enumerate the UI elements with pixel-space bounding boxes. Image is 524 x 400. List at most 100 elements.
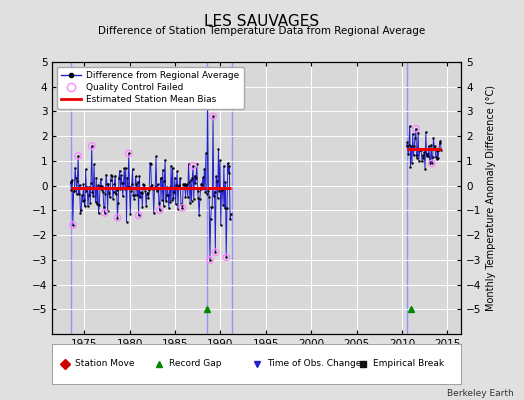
Point bbox=[428, 160, 436, 166]
Point bbox=[99, 189, 107, 195]
Point bbox=[419, 152, 427, 158]
Point bbox=[180, 182, 188, 188]
Point bbox=[405, 142, 413, 148]
Point bbox=[91, 198, 100, 205]
Point bbox=[105, 190, 113, 196]
Point bbox=[175, 182, 183, 188]
Point bbox=[430, 144, 439, 150]
Point bbox=[154, 181, 162, 188]
Point bbox=[75, 182, 84, 188]
Point bbox=[195, 212, 203, 218]
Point bbox=[429, 154, 437, 160]
Point bbox=[141, 188, 150, 194]
Point bbox=[424, 153, 432, 159]
Point bbox=[104, 181, 113, 187]
Point bbox=[106, 194, 114, 200]
Point bbox=[414, 129, 422, 136]
Point bbox=[159, 203, 168, 209]
Point bbox=[113, 214, 122, 221]
Point bbox=[149, 186, 157, 192]
Point bbox=[98, 186, 106, 193]
Point bbox=[411, 134, 419, 141]
Point bbox=[177, 201, 185, 207]
Point bbox=[200, 166, 209, 173]
Point bbox=[130, 195, 138, 202]
Point bbox=[129, 192, 137, 198]
Point bbox=[108, 196, 117, 202]
Point bbox=[67, 178, 75, 185]
Text: LES SAUVAGES: LES SAUVAGES bbox=[204, 14, 320, 29]
Point bbox=[220, 163, 228, 169]
Point bbox=[211, 249, 220, 256]
Point bbox=[157, 175, 166, 181]
Point bbox=[168, 165, 177, 171]
Point bbox=[174, 182, 183, 189]
Point bbox=[166, 198, 174, 205]
Point bbox=[412, 126, 420, 132]
Point bbox=[113, 187, 121, 194]
Point bbox=[161, 157, 169, 163]
Point bbox=[159, 167, 167, 173]
Point bbox=[189, 163, 197, 169]
Point bbox=[431, 143, 439, 149]
Point bbox=[111, 172, 119, 179]
Point bbox=[433, 147, 442, 154]
Point bbox=[154, 185, 162, 192]
Point bbox=[176, 175, 184, 181]
Point bbox=[91, 185, 99, 192]
Point bbox=[82, 188, 91, 194]
Point bbox=[206, 257, 214, 263]
Point bbox=[72, 191, 81, 197]
Point bbox=[188, 175, 196, 181]
Point bbox=[181, 194, 190, 200]
Point bbox=[89, 193, 97, 199]
Point bbox=[80, 196, 89, 203]
Point bbox=[113, 214, 122, 221]
Point bbox=[149, 210, 158, 216]
Point bbox=[74, 153, 82, 159]
Point bbox=[409, 152, 418, 158]
Point bbox=[196, 186, 205, 192]
Point bbox=[67, 187, 75, 193]
Point bbox=[200, 185, 208, 191]
Point bbox=[142, 203, 150, 210]
Point bbox=[188, 198, 196, 204]
Point bbox=[103, 208, 112, 214]
Point bbox=[225, 162, 234, 169]
Point bbox=[84, 192, 93, 198]
Point bbox=[434, 155, 442, 162]
Point bbox=[222, 254, 231, 260]
Point bbox=[169, 195, 178, 201]
Point bbox=[88, 143, 96, 149]
Point bbox=[132, 181, 140, 187]
Point bbox=[118, 180, 126, 187]
Point bbox=[186, 200, 194, 207]
Point bbox=[226, 216, 234, 223]
Point bbox=[217, 185, 226, 191]
Point bbox=[81, 203, 89, 210]
Point bbox=[185, 179, 193, 185]
Y-axis label: Monthly Temperature Anomaly Difference (°C): Monthly Temperature Anomaly Difference (… bbox=[486, 85, 496, 311]
Legend: Difference from Regional Average, Quality Control Failed, Estimated Station Mean: Difference from Regional Average, Qualit… bbox=[57, 66, 244, 109]
Point bbox=[422, 153, 431, 159]
Point bbox=[143, 190, 151, 197]
Point bbox=[87, 180, 95, 186]
Point bbox=[161, 198, 170, 204]
Point bbox=[128, 180, 136, 187]
Point bbox=[115, 168, 124, 174]
Text: Difference of Station Temperature Data from Regional Average: Difference of Station Temperature Data f… bbox=[99, 26, 425, 36]
Point bbox=[133, 192, 141, 198]
Point bbox=[213, 195, 222, 201]
Point bbox=[210, 188, 219, 195]
Point bbox=[432, 156, 441, 162]
Point bbox=[132, 173, 140, 180]
Point bbox=[224, 160, 232, 167]
Point bbox=[138, 204, 147, 210]
Point bbox=[209, 113, 217, 120]
Point bbox=[221, 204, 229, 211]
Point bbox=[406, 123, 414, 130]
Point bbox=[164, 191, 172, 198]
Point bbox=[198, 181, 206, 188]
Point bbox=[412, 126, 420, 132]
Point bbox=[101, 210, 109, 216]
